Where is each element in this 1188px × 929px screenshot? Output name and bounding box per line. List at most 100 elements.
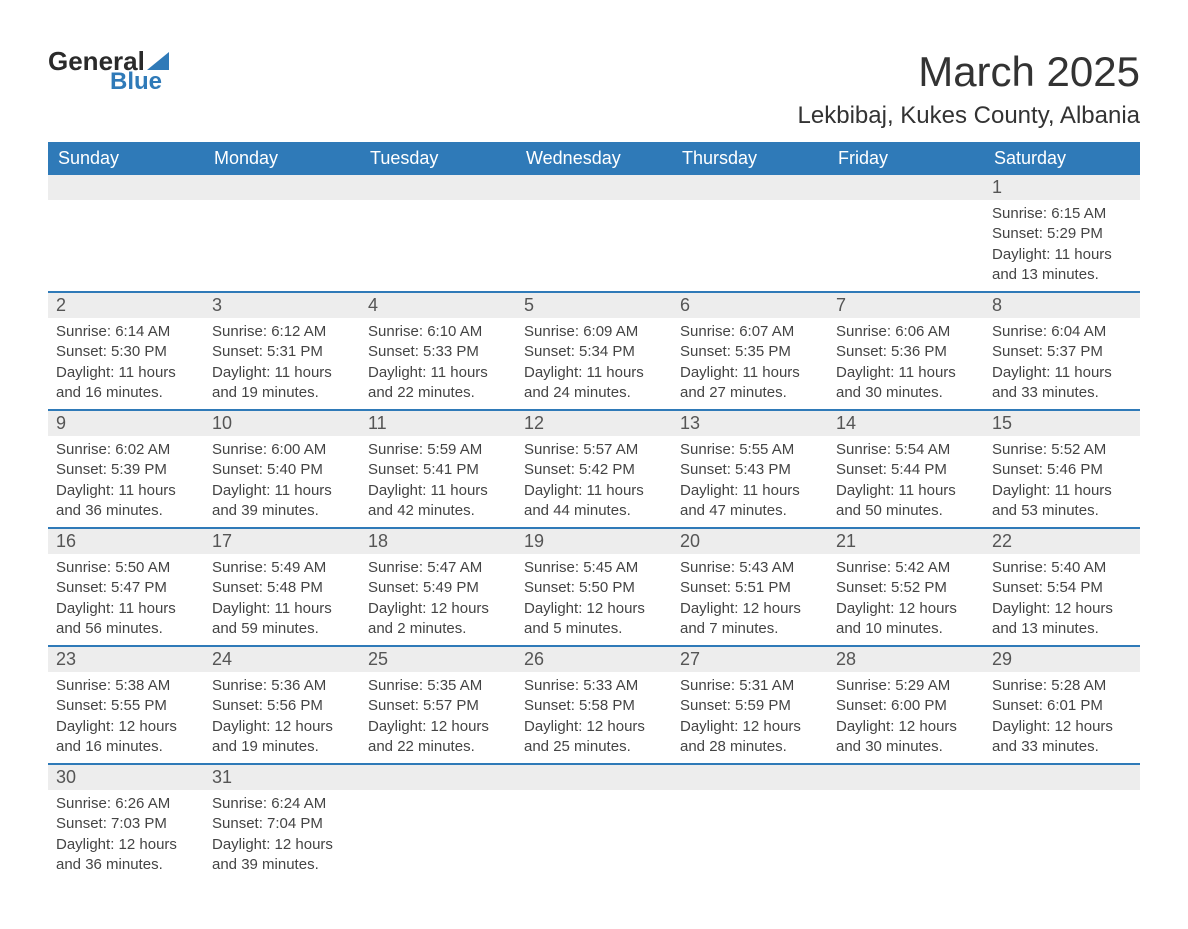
- day-number: 22: [992, 531, 1012, 551]
- day-number-cell: 31: [204, 764, 360, 790]
- day-number-cell: 3: [204, 292, 360, 318]
- day-sunset: Sunset: 5:59 PM: [680, 696, 820, 716]
- day-sunrise: Sunrise: 5:52 AM: [992, 440, 1132, 460]
- day-sunset: Sunset: 5:30 PM: [56, 342, 196, 362]
- day-number-cell: 13: [672, 410, 828, 436]
- day-number-cell: 8: [984, 292, 1140, 318]
- day-sunrise: Sunrise: 5:50 AM: [56, 558, 196, 578]
- day-dl1: Daylight: 12 hours: [56, 717, 196, 737]
- day-dl1: Daylight: 11 hours: [212, 481, 352, 501]
- day-dl2: and 42 minutes.: [368, 501, 508, 521]
- day-number: 2: [56, 295, 66, 315]
- day-dl1: Daylight: 11 hours: [56, 481, 196, 501]
- day-sunrise: Sunrise: 5:40 AM: [992, 558, 1132, 578]
- day-sunrise: Sunrise: 5:57 AM: [524, 440, 664, 460]
- day-sunset: Sunset: 5:54 PM: [992, 578, 1132, 598]
- day-detail-cell: Sunrise: 6:14 AMSunset: 5:30 PMDaylight:…: [48, 318, 204, 410]
- day-number-cell: 20: [672, 528, 828, 554]
- day-dl1: Daylight: 11 hours: [992, 363, 1132, 383]
- day-number: 26: [524, 649, 544, 669]
- day-dl2: and 22 minutes.: [368, 383, 508, 403]
- week-daynum-row: 23242526272829: [48, 646, 1140, 672]
- day-number-cell: 11: [360, 410, 516, 436]
- day-number-cell: 7: [828, 292, 984, 318]
- day-number-cell: 2: [48, 292, 204, 318]
- day-sunset: Sunset: 5:52 PM: [836, 578, 976, 598]
- day-sunset: Sunset: 5:39 PM: [56, 460, 196, 480]
- day-dl2: and 39 minutes.: [212, 501, 352, 521]
- day-detail-cell: Sunrise: 5:35 AMSunset: 5:57 PMDaylight:…: [360, 672, 516, 764]
- day-dl1: Daylight: 12 hours: [368, 599, 508, 619]
- day-number-cell: 15: [984, 410, 1140, 436]
- day-dl2: and 19 minutes.: [212, 737, 352, 757]
- day-dl2: and 5 minutes.: [524, 619, 664, 639]
- day-detail-cell: Sunrise: 6:07 AMSunset: 5:35 PMDaylight:…: [672, 318, 828, 410]
- day-dl2: and 30 minutes.: [836, 737, 976, 757]
- day-number: 9: [56, 413, 66, 433]
- day-sunset: Sunset: 5:51 PM: [680, 578, 820, 598]
- day-number: 31: [212, 767, 232, 787]
- day-dl1: Daylight: 11 hours: [836, 481, 976, 501]
- day-sunset: Sunset: 5:43 PM: [680, 460, 820, 480]
- day-dl1: Daylight: 12 hours: [992, 599, 1132, 619]
- day-number-cell: 26: [516, 646, 672, 672]
- week-detail-row: Sunrise: 6:02 AMSunset: 5:39 PMDaylight:…: [48, 436, 1140, 528]
- day-number-cell: 1: [984, 175, 1140, 200]
- day-number-cell: 23: [48, 646, 204, 672]
- day-sunrise: Sunrise: 5:47 AM: [368, 558, 508, 578]
- day-dl2: and 53 minutes.: [992, 501, 1132, 521]
- day-number-cell: 27: [672, 646, 828, 672]
- day-number-cell: 9: [48, 410, 204, 436]
- day-dl2: and 22 minutes.: [368, 737, 508, 757]
- day-sunset: Sunset: 6:01 PM: [992, 696, 1132, 716]
- day-detail-cell: Sunrise: 5:55 AMSunset: 5:43 PMDaylight:…: [672, 436, 828, 528]
- day-dl1: Daylight: 11 hours: [680, 363, 820, 383]
- day-sunrise: Sunrise: 6:24 AM: [212, 794, 352, 814]
- day-sunrise: Sunrise: 5:49 AM: [212, 558, 352, 578]
- day-sunrise: Sunrise: 6:04 AM: [992, 322, 1132, 342]
- day-header-row: Sunday Monday Tuesday Wednesday Thursday…: [48, 142, 1140, 175]
- day-number-cell: 4: [360, 292, 516, 318]
- day-number: 27: [680, 649, 700, 669]
- day-sunset: Sunset: 5:29 PM: [992, 224, 1132, 244]
- day-header: Saturday: [984, 142, 1140, 175]
- logo-word-blue: Blue: [110, 70, 169, 94]
- day-number: 24: [212, 649, 232, 669]
- day-sunrise: Sunrise: 6:10 AM: [368, 322, 508, 342]
- day-detail-cell: Sunrise: 6:24 AMSunset: 7:04 PMDaylight:…: [204, 790, 360, 881]
- week-daynum-row: 2345678: [48, 292, 1140, 318]
- day-detail-cell: [360, 200, 516, 292]
- day-dl1: Daylight: 11 hours: [56, 363, 196, 383]
- day-number-cell: 6: [672, 292, 828, 318]
- day-detail-cell: Sunrise: 5:29 AMSunset: 6:00 PMDaylight:…: [828, 672, 984, 764]
- day-number-cell: [828, 175, 984, 200]
- day-detail-cell: Sunrise: 5:28 AMSunset: 6:01 PMDaylight:…: [984, 672, 1140, 764]
- day-detail-cell: [516, 790, 672, 881]
- day-sunset: Sunset: 5:48 PM: [212, 578, 352, 598]
- day-sunset: Sunset: 7:03 PM: [56, 814, 196, 834]
- day-dl2: and 39 minutes.: [212, 855, 352, 875]
- day-number-cell: 14: [828, 410, 984, 436]
- day-dl1: Daylight: 12 hours: [680, 717, 820, 737]
- day-detail-cell: Sunrise: 6:10 AMSunset: 5:33 PMDaylight:…: [360, 318, 516, 410]
- day-detail-cell: Sunrise: 5:43 AMSunset: 5:51 PMDaylight:…: [672, 554, 828, 646]
- day-dl1: Daylight: 11 hours: [992, 245, 1132, 265]
- day-detail-cell: Sunrise: 6:04 AMSunset: 5:37 PMDaylight:…: [984, 318, 1140, 410]
- day-number: 20: [680, 531, 700, 551]
- day-detail-cell: Sunrise: 5:45 AMSunset: 5:50 PMDaylight:…: [516, 554, 672, 646]
- day-sunset: Sunset: 5:34 PM: [524, 342, 664, 362]
- day-detail-cell: Sunrise: 6:00 AMSunset: 5:40 PMDaylight:…: [204, 436, 360, 528]
- day-number: 23: [56, 649, 76, 669]
- day-number: 18: [368, 531, 388, 551]
- day-sunrise: Sunrise: 5:43 AM: [680, 558, 820, 578]
- day-sunrise: Sunrise: 5:36 AM: [212, 676, 352, 696]
- day-detail-cell: Sunrise: 6:02 AMSunset: 5:39 PMDaylight:…: [48, 436, 204, 528]
- day-dl2: and 28 minutes.: [680, 737, 820, 757]
- day-detail-cell: Sunrise: 6:06 AMSunset: 5:36 PMDaylight:…: [828, 318, 984, 410]
- day-sunrise: Sunrise: 5:35 AM: [368, 676, 508, 696]
- day-detail-cell: Sunrise: 5:59 AMSunset: 5:41 PMDaylight:…: [360, 436, 516, 528]
- day-dl1: Daylight: 11 hours: [212, 599, 352, 619]
- day-number: 1: [992, 177, 1002, 197]
- day-dl1: Daylight: 11 hours: [368, 481, 508, 501]
- day-sunset: Sunset: 5:50 PM: [524, 578, 664, 598]
